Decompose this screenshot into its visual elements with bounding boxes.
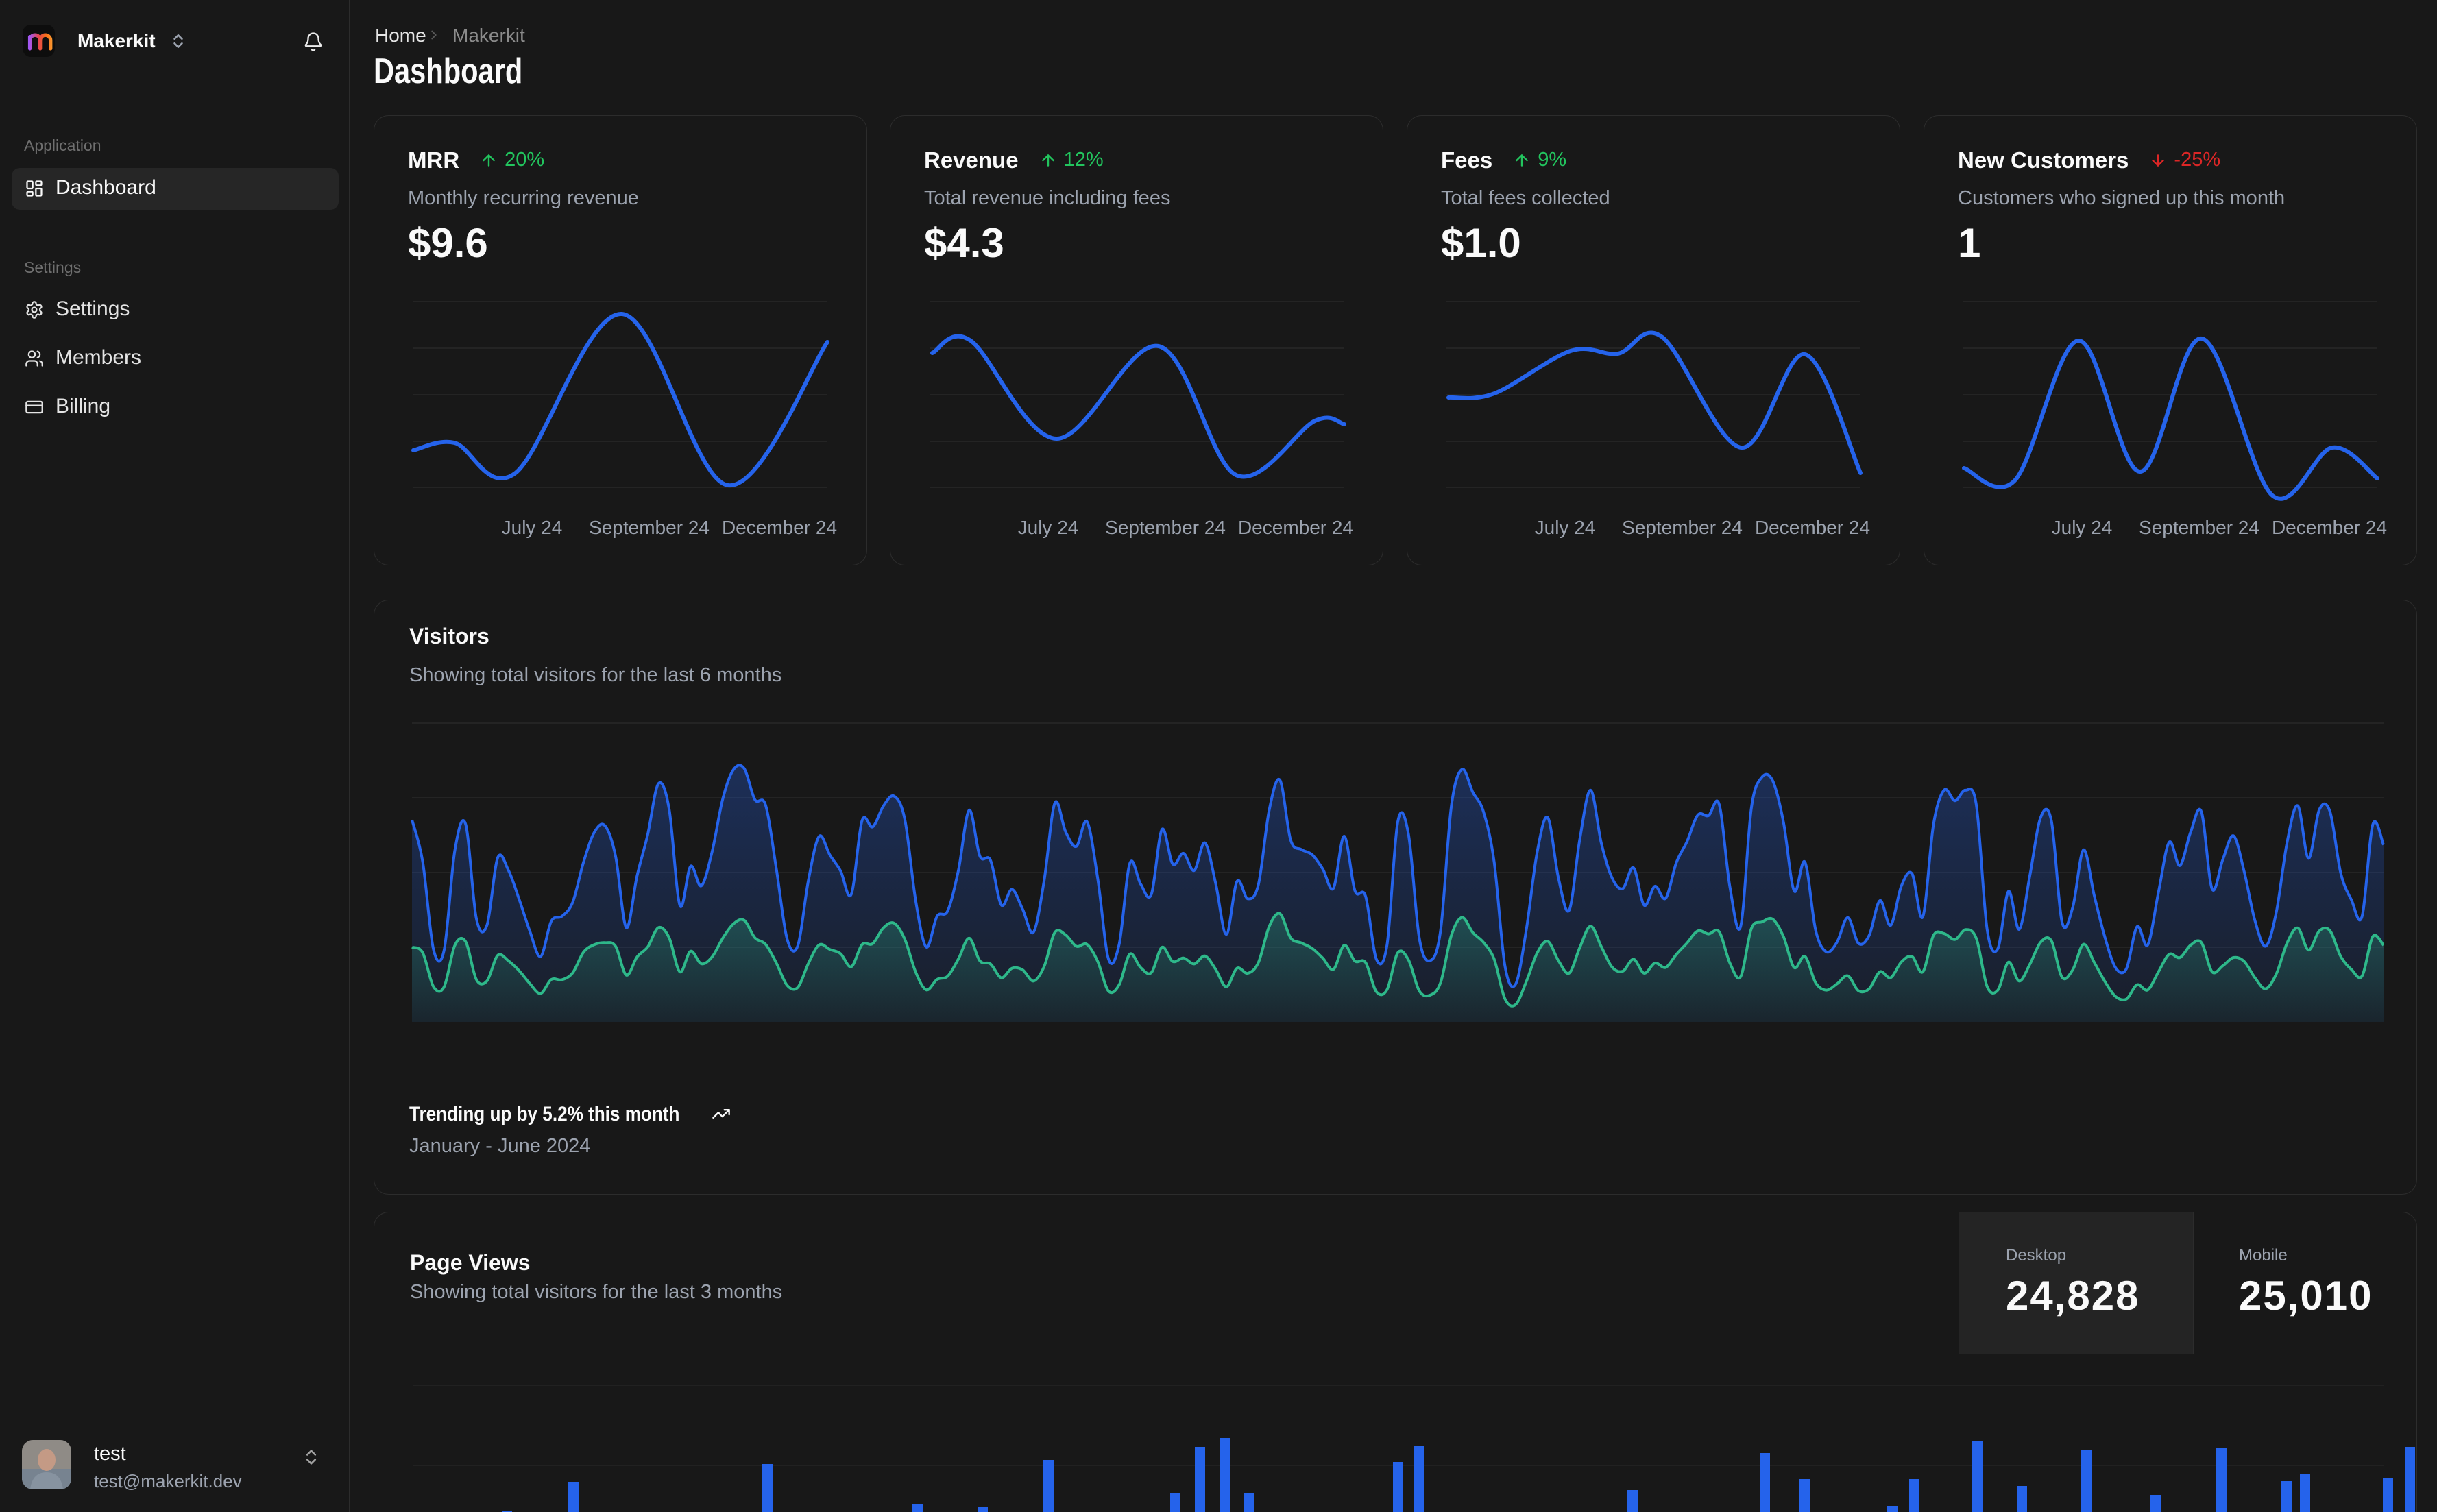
svg-text:September 24: September 24 xyxy=(1622,517,1743,538)
svg-text:July 24: July 24 xyxy=(1535,517,1596,538)
svg-text:July 24: July 24 xyxy=(1018,517,1079,538)
svg-text:July 24: July 24 xyxy=(502,517,563,538)
svg-text:September 24: September 24 xyxy=(589,517,710,538)
svg-text:September 24: September 24 xyxy=(2139,517,2259,538)
svg-text:July 24: July 24 xyxy=(2052,517,2113,538)
svg-text:September 24: September 24 xyxy=(1105,517,1226,538)
svg-text:December 24: December 24 xyxy=(2272,517,2387,538)
svg-text:December 24: December 24 xyxy=(722,517,837,538)
svg-text:December 24: December 24 xyxy=(1755,517,1870,538)
svg-text:December 24: December 24 xyxy=(1238,517,1353,538)
